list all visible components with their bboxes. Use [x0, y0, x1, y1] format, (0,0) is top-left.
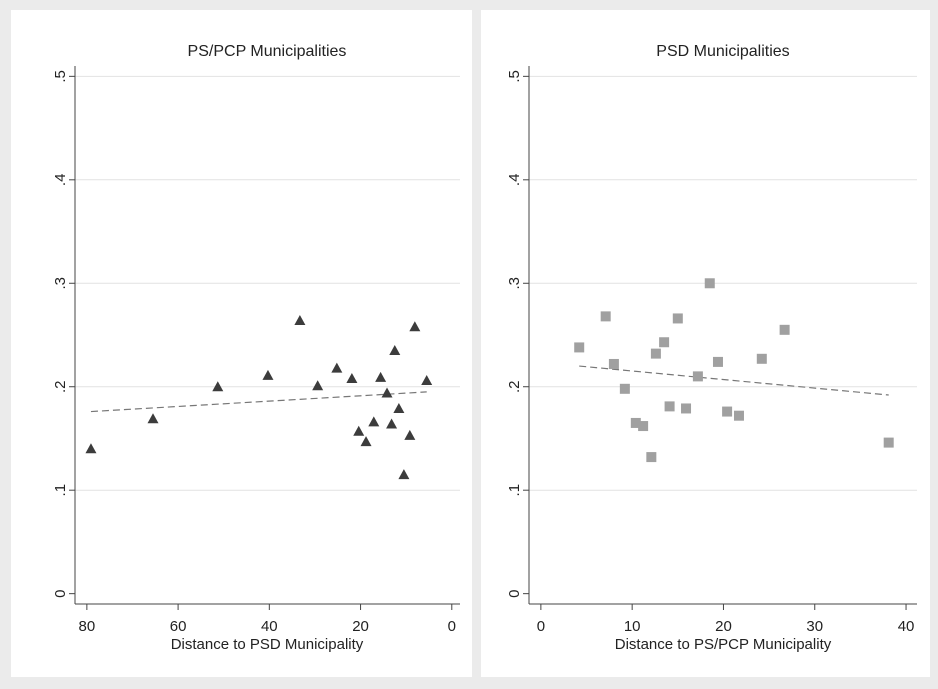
x-tick-label: 0	[537, 618, 545, 635]
y-tick-label: .5	[506, 70, 523, 83]
y-tick-label: .1	[52, 484, 69, 497]
y-tick-label: .4	[52, 174, 69, 187]
y-tick-label: .2	[506, 380, 523, 393]
point	[600, 311, 611, 322]
y-tick-label: .3	[506, 277, 523, 290]
x-tick-label: 10	[624, 618, 641, 635]
y-tick-label: 0	[506, 589, 523, 597]
point	[650, 348, 661, 359]
point	[331, 362, 343, 373]
y-tick-label: 0	[52, 589, 69, 597]
x-tick-label: 30	[806, 618, 823, 635]
point	[692, 371, 703, 382]
point	[659, 337, 670, 348]
point	[393, 402, 405, 413]
point	[712, 356, 723, 367]
x-tick-label: 80	[79, 618, 96, 635]
point	[312, 380, 324, 391]
y-tick-label: .4	[506, 174, 523, 187]
point	[681, 403, 692, 414]
y-tick-label: .3	[52, 277, 69, 290]
panel-title: PS/PCP Municipalities	[188, 43, 347, 60]
x-tick-label: 40	[898, 618, 915, 635]
x-axis-label: Distance to PS/PCP Municipality	[615, 636, 832, 653]
point	[779, 324, 790, 335]
point	[733, 410, 744, 421]
point	[262, 369, 274, 380]
panel	[481, 10, 930, 677]
point	[398, 469, 410, 480]
x-tick-label: 20	[715, 618, 732, 635]
point	[381, 387, 393, 398]
x-tick-label: 40	[261, 618, 278, 635]
point	[353, 425, 365, 436]
y-tick-label: .1	[506, 484, 523, 497]
point	[360, 436, 372, 447]
point	[608, 358, 619, 369]
x-tick-label: 60	[170, 618, 187, 635]
point	[704, 278, 715, 289]
point	[421, 375, 433, 386]
panel	[11, 10, 472, 677]
point	[368, 416, 380, 427]
point	[574, 342, 585, 353]
point	[375, 371, 387, 382]
fit-line	[579, 365, 889, 396]
point	[409, 321, 421, 332]
point	[619, 383, 630, 394]
point	[630, 417, 641, 428]
point	[756, 353, 767, 364]
point	[386, 418, 398, 429]
y-tick-label: .5	[52, 70, 69, 83]
fit-line	[90, 391, 427, 413]
point	[638, 421, 649, 432]
point	[294, 315, 306, 326]
point	[212, 381, 224, 392]
point	[672, 313, 683, 324]
x-tick-label: 0	[448, 618, 456, 635]
point	[147, 413, 159, 424]
x-axis-label: Distance to PSD Municipality	[171, 636, 364, 653]
y-tick-label: .2	[52, 380, 69, 393]
point	[646, 452, 657, 463]
point	[664, 401, 675, 412]
panel-title: PSD Municipalities	[656, 43, 789, 60]
point	[346, 372, 358, 383]
x-tick-label: 20	[352, 618, 369, 635]
point	[722, 406, 733, 417]
point	[883, 437, 894, 448]
point	[404, 429, 416, 440]
point	[85, 443, 97, 454]
point	[389, 345, 401, 356]
